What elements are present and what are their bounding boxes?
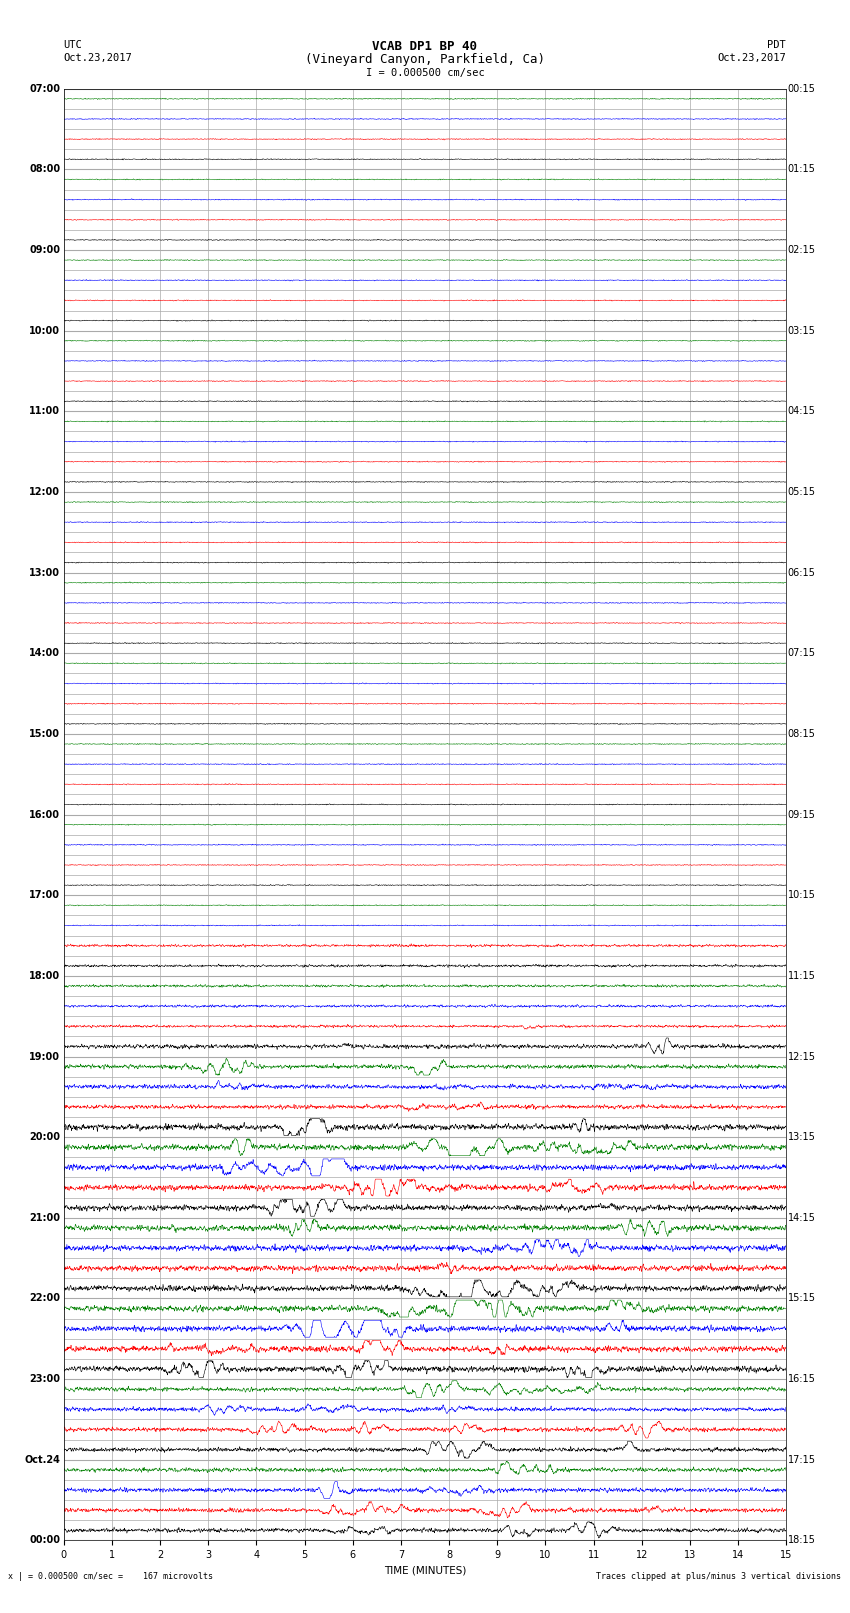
Text: 00:15: 00:15 xyxy=(788,84,815,94)
Text: 03:15: 03:15 xyxy=(788,326,815,336)
Text: 10:00: 10:00 xyxy=(29,326,60,336)
Text: 18:00: 18:00 xyxy=(29,971,60,981)
Text: 04:15: 04:15 xyxy=(788,406,815,416)
Text: 02:15: 02:15 xyxy=(788,245,816,255)
Text: 15:00: 15:00 xyxy=(29,729,60,739)
Text: 16:00: 16:00 xyxy=(29,810,60,819)
Text: VCAB DP1 BP 40: VCAB DP1 BP 40 xyxy=(372,40,478,53)
Text: 13:00: 13:00 xyxy=(29,568,60,577)
Text: 13:15: 13:15 xyxy=(788,1132,815,1142)
Text: 14:00: 14:00 xyxy=(29,648,60,658)
Text: 08:15: 08:15 xyxy=(788,729,815,739)
Text: PDT: PDT xyxy=(768,40,786,50)
Text: Oct.23,2017: Oct.23,2017 xyxy=(717,53,786,63)
Text: 11:15: 11:15 xyxy=(788,971,815,981)
Text: 19:00: 19:00 xyxy=(29,1052,60,1061)
Text: 22:00: 22:00 xyxy=(29,1294,60,1303)
Text: 11:00: 11:00 xyxy=(29,406,60,416)
Text: 23:00: 23:00 xyxy=(29,1374,60,1384)
Text: 12:15: 12:15 xyxy=(788,1052,816,1061)
Text: Oct.24: Oct.24 xyxy=(25,1455,60,1465)
Text: 10:15: 10:15 xyxy=(788,890,815,900)
Text: Traces clipped at plus/minus 3 vertical divisions: Traces clipped at plus/minus 3 vertical … xyxy=(597,1571,842,1581)
Text: 06:15: 06:15 xyxy=(788,568,815,577)
Text: 15:15: 15:15 xyxy=(788,1294,816,1303)
Text: 01:15: 01:15 xyxy=(788,165,815,174)
Text: UTC: UTC xyxy=(64,40,82,50)
Text: 09:00: 09:00 xyxy=(29,245,60,255)
Text: (Vineyard Canyon, Parkfield, Ca): (Vineyard Canyon, Parkfield, Ca) xyxy=(305,53,545,66)
Text: 08:00: 08:00 xyxy=(29,165,60,174)
Text: I = 0.000500 cm/sec: I = 0.000500 cm/sec xyxy=(366,68,484,77)
Text: 14:15: 14:15 xyxy=(788,1213,815,1223)
Text: 18:15: 18:15 xyxy=(788,1536,815,1545)
Text: x | = 0.000500 cm/sec =    167 microvolts: x | = 0.000500 cm/sec = 167 microvolts xyxy=(8,1571,213,1581)
Text: 17:15: 17:15 xyxy=(788,1455,816,1465)
Text: 07:00: 07:00 xyxy=(29,84,60,94)
Text: Oct.23,2017: Oct.23,2017 xyxy=(64,53,133,63)
Text: 00:00: 00:00 xyxy=(29,1536,60,1545)
Text: 20:00: 20:00 xyxy=(29,1132,60,1142)
Text: 05:15: 05:15 xyxy=(788,487,816,497)
Text: 12:00: 12:00 xyxy=(29,487,60,497)
Text: 16:15: 16:15 xyxy=(788,1374,815,1384)
X-axis label: TIME (MINUTES): TIME (MINUTES) xyxy=(384,1566,466,1576)
Text: 21:00: 21:00 xyxy=(29,1213,60,1223)
Text: 17:00: 17:00 xyxy=(29,890,60,900)
Text: 09:15: 09:15 xyxy=(788,810,815,819)
Text: 07:15: 07:15 xyxy=(788,648,816,658)
